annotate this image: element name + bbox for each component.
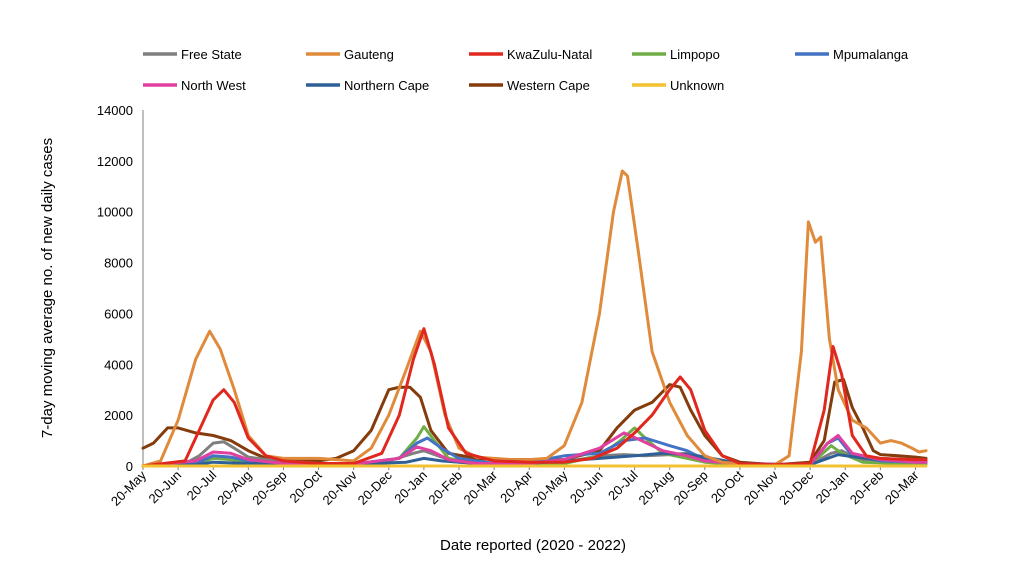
x-tick-label: 20-Aug — [636, 468, 676, 508]
x-tick-label: 20-Dec — [776, 467, 817, 508]
x-tick-label: 20-Aug — [214, 468, 254, 508]
y-tick-label: 2000 — [104, 408, 133, 423]
y-tick-label: 10000 — [97, 205, 133, 220]
legend-item: Unknown — [632, 78, 724, 93]
x-tick-label: 20-Mar — [882, 467, 922, 507]
legend-item: Limpopo — [632, 47, 720, 62]
x-tick-label: 20-Nov — [320, 467, 361, 508]
legend-item: Free State — [143, 47, 242, 62]
legend-label: Western Cape — [507, 78, 590, 93]
legend-label: Northern Cape — [344, 78, 429, 93]
legend-item: Western Cape — [469, 78, 590, 93]
legend-label: Free State — [181, 47, 242, 62]
y-tick-label: 0 — [126, 459, 133, 474]
x-tick-label: 20-Sep — [249, 468, 289, 508]
x-tick-label: 20-Mar — [461, 467, 501, 507]
x-tick-label: 20-Sep — [671, 468, 711, 508]
x-tick-label: 20-Oct — [286, 467, 324, 505]
legend-label: North West — [181, 78, 246, 93]
y-axis-title: 7-day moving average no. of new daily ca… — [39, 138, 56, 438]
legend-item: KwaZulu-Natal — [469, 47, 592, 62]
series-line-north-west — [141, 431, 928, 468]
x-tick-label: 20-Jun — [146, 468, 185, 507]
legend-label: Unknown — [670, 78, 724, 93]
y-tick-label: 14000 — [97, 103, 133, 118]
series-lines — [141, 169, 928, 468]
y-tick-label: 4000 — [104, 357, 133, 372]
axes — [142, 110, 926, 467]
legend-label: Gauteng — [344, 47, 394, 62]
x-tick-label: 20-Dec — [355, 467, 396, 508]
series-line-kwazulu-natal — [141, 327, 928, 468]
y-tick-label: 8000 — [104, 256, 133, 271]
legend-label: KwaZulu-Natal — [507, 47, 592, 62]
x-tick-label: 20-Jun — [567, 468, 606, 507]
x-tick-label: 20-May — [529, 467, 571, 509]
legend-label: Limpopo — [670, 47, 720, 62]
y-tick-labels: 0 2000 4000 6000 8000 10000 12000 14000 — [97, 103, 133, 474]
legend-item: Northern Cape — [306, 78, 429, 93]
x-tick-label: 20-Feb — [847, 468, 887, 508]
series-line-gauteng — [141, 169, 928, 468]
x-tick-label: 20-Oct — [708, 467, 746, 505]
x-tick-label: 20-Jan — [813, 468, 852, 507]
x-tick-label: 20-Nov — [741, 467, 782, 508]
x-axis-title: Date reported (2020 - 2022) — [440, 537, 626, 554]
legend-item: North West — [143, 78, 246, 93]
legend: Free State Gauteng KwaZulu-Natal Limpopo Mpu… — [143, 47, 909, 93]
legend-label: Mpumalanga — [833, 47, 909, 62]
legend-item: Gauteng — [306, 47, 394, 62]
y-tick-label: 6000 — [104, 306, 133, 321]
x-tick-label: 20-Feb — [425, 468, 465, 508]
x-tick-label: 20-Jan — [391, 468, 430, 507]
legend-item: Mpumalanga — [795, 47, 909, 62]
y-tick-label: 12000 — [97, 154, 133, 169]
